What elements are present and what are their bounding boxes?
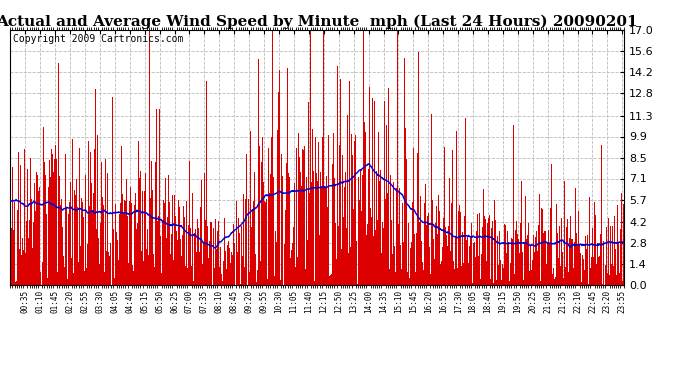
Title: Actual and Average Wind Speed by Minute  mph (Last 24 Hours) 20090201: Actual and Average Wind Speed by Minute … [0, 15, 638, 29]
Text: Copyright 2009 Cartronics.com: Copyright 2009 Cartronics.com [13, 34, 184, 44]
